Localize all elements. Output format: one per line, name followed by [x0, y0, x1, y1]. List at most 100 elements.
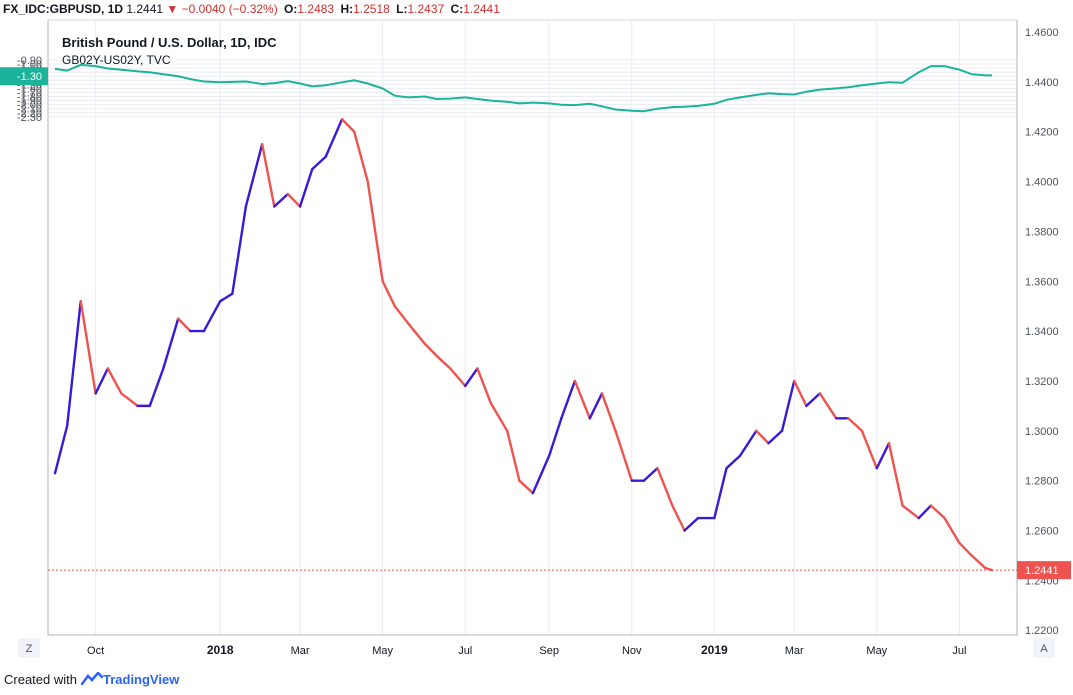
auto-scale-button[interactable] [1033, 638, 1055, 658]
left-axis-tick: -1.80 [17, 92, 42, 104]
open-label: O: [284, 2, 298, 16]
right-axis-tick: 1.4200 [1025, 127, 1059, 139]
price-segment [725, 454, 742, 470]
price-segment [260, 142, 276, 208]
price-segment [381, 280, 397, 308]
low-label: L: [396, 2, 408, 16]
price-segment [683, 516, 700, 532]
price-segment [917, 504, 933, 520]
right-axis-tick: 1.2800 [1025, 476, 1059, 488]
x-axis-tick: Jul [952, 645, 966, 657]
price-segment [340, 118, 356, 133]
price-segment [202, 299, 222, 333]
left-spread-marker-label: -1.30 [17, 71, 42, 83]
price-segment [311, 155, 327, 171]
right-price-marker [1017, 561, 1071, 580]
left-axis-tick: -1.00 [17, 59, 42, 71]
price-segment [505, 429, 521, 482]
price-segment [65, 299, 82, 428]
right-axis-tick: 1.4400 [1025, 77, 1059, 89]
right-axis-tick: 1.3400 [1025, 326, 1059, 338]
tradingview-logo[interactable]: TradingView [80, 671, 180, 687]
tradingview-icon [80, 671, 104, 686]
right-axis-tick: 1.3600 [1025, 276, 1059, 288]
price-segment [818, 392, 838, 420]
price-segment [423, 342, 438, 358]
price-segment [805, 392, 822, 408]
left-spread-marker [0, 67, 48, 86]
right-axis-tick: 1.3000 [1025, 426, 1059, 438]
price-segment [298, 167, 314, 208]
price-segment [53, 424, 69, 475]
price-segment [407, 322, 426, 345]
price-segment [600, 392, 617, 432]
right-axis-tick: 1.2600 [1025, 526, 1059, 538]
price-segment [324, 118, 344, 158]
close-value: 1.2441 [463, 2, 500, 16]
right-axis-tick: 1.3200 [1025, 376, 1059, 388]
chart-canvas[interactable]: -0.90-1.00-1.10-1.20-1.30-1.40-1.50-1.60… [0, 18, 1073, 666]
price-segment [943, 516, 961, 545]
left-axis-tick: -2.10 [17, 104, 42, 116]
price-segment [970, 554, 987, 570]
price-segment [642, 466, 659, 482]
price-segment [464, 367, 479, 388]
legend-title: British Pound / U.S. Dollar, 1D, IDC [62, 35, 277, 50]
x-axis-tick: Mar [785, 645, 804, 657]
price-segment [366, 180, 384, 283]
high-value: 1.2518 [353, 2, 390, 16]
price-segment [901, 504, 920, 520]
price-segment [286, 192, 302, 208]
x-axis-tick: 2018 [207, 643, 234, 657]
price-segment [738, 429, 758, 457]
price-segment [531, 454, 551, 495]
tradingview-brand: TradingView [102, 672, 180, 687]
plot-area [47, 19, 1018, 636]
price-segment [958, 541, 973, 557]
auto-scale-button-label: A [1040, 643, 1048, 655]
price-segment [476, 367, 493, 405]
left-axis-tick: -2.00 [17, 100, 42, 112]
price-segment [244, 142, 264, 208]
x-axis-tick: May [866, 645, 887, 657]
price-segment [120, 392, 139, 408]
price-segment [767, 429, 784, 445]
legend-subtitle: GB02Y-US02Y, TVC [62, 53, 171, 67]
price-segment [231, 205, 248, 295]
symbol-label: FX_IDC:GBPUSD, 1D [3, 2, 124, 16]
right-axis-tick: 1.3800 [1025, 226, 1059, 238]
price-segment [671, 504, 686, 532]
footer: Created with TradingView [4, 671, 180, 687]
zoom-button-label: Z [26, 643, 33, 655]
left-axis-tick: -2.20 [17, 108, 42, 120]
price-segment [793, 379, 808, 408]
price-segment [449, 367, 467, 388]
price-segment [588, 392, 604, 420]
high-label: H: [340, 2, 354, 16]
x-axis-tick: Oct [87, 645, 104, 657]
price-segment [79, 299, 97, 395]
x-axis-tick: Nov [622, 645, 642, 657]
price-segment [983, 566, 994, 572]
price-segment [887, 442, 904, 507]
x-axis-tick: Sep [539, 645, 559, 657]
price-segment [755, 429, 770, 445]
x-axis-tick: Jul [458, 645, 472, 657]
price-segment [847, 417, 864, 432]
last-price: 1.2441 [126, 2, 164, 16]
price-segment [780, 379, 796, 432]
price-change: ▼ −0.0040 (−0.32%) [166, 2, 278, 16]
price-segment [614, 429, 633, 482]
price-segment [713, 466, 728, 520]
left-axis-tick: -0.90 [17, 55, 42, 67]
price-segment [218, 292, 234, 303]
price-segment [162, 317, 180, 370]
price-segment [489, 402, 509, 432]
right-price-marker-label: 1.2441 [1025, 565, 1059, 577]
price-segment [518, 479, 535, 495]
price-segment [547, 417, 563, 457]
price-segment [148, 367, 165, 408]
left-axis-tick: -2.30 [17, 112, 42, 124]
zoom-button[interactable] [18, 638, 40, 658]
left-axis-tick: -1.70 [17, 87, 42, 99]
